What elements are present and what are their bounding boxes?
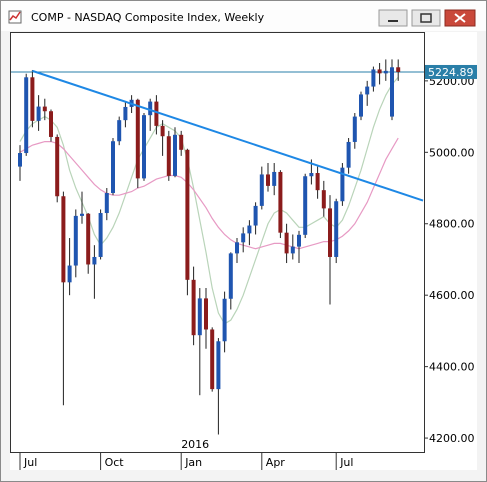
- candle-body: [191, 279, 196, 336]
- x-tick-label: Oct: [105, 456, 125, 469]
- candle-body: [117, 120, 122, 142]
- candle-body: [204, 298, 208, 330]
- year-label: 2016: [181, 438, 209, 451]
- candle-body: [73, 215, 78, 266]
- candle-body: [346, 141, 351, 168]
- candle-body: [135, 99, 140, 179]
- y-tick-label: 4200.00: [429, 432, 475, 445]
- candle-body: [383, 70, 388, 74]
- close-button[interactable]: [444, 9, 476, 27]
- candle-body: [396, 67, 401, 72]
- candle-body: [185, 149, 190, 280]
- candle-body: [309, 173, 314, 177]
- candle-body: [55, 136, 60, 197]
- candle-body: [365, 86, 370, 95]
- candle-body: [111, 141, 115, 194]
- candle-body: [390, 67, 394, 117]
- candle-body: [86, 213, 91, 265]
- maximize-button[interactable]: [411, 9, 441, 27]
- candle-body: [98, 213, 103, 257]
- candle-body: [197, 298, 202, 336]
- candle-body: [24, 77, 29, 154]
- candle-body: [210, 329, 215, 390]
- trendline: [32, 69, 424, 202]
- window-title: COMP - NASDAQ Composite Index, Weekly: [31, 11, 265, 24]
- candle-body: [228, 253, 233, 299]
- candle-body: [340, 167, 345, 202]
- candle-body: [297, 234, 301, 247]
- x-tick-label: Jul: [23, 456, 37, 469]
- y-tick-label: 4800.00: [429, 218, 475, 231]
- y-tick-label: 4400.00: [429, 361, 475, 374]
- candle-body: [154, 101, 159, 126]
- candle-body: [259, 174, 264, 206]
- candle-body: [241, 233, 246, 243]
- candle-body: [284, 232, 289, 254]
- minimize-button[interactable]: [378, 9, 408, 27]
- candle-body: [328, 208, 332, 257]
- candle-body: [290, 246, 295, 254]
- candle-body: [173, 134, 177, 176]
- last-price-box: [425, 64, 477, 79]
- candle-body: [92, 256, 97, 265]
- app-icon: [8, 10, 22, 24]
- last-price-label: 5224.89: [428, 66, 474, 79]
- candle-body: [67, 265, 72, 283]
- candle-body: [49, 111, 53, 137]
- candle-body: [303, 176, 308, 235]
- candle-body: [315, 173, 320, 191]
- candle-body: [104, 193, 109, 214]
- candle-body: [42, 106, 47, 112]
- x-tick-label: Apr: [266, 456, 286, 469]
- candle-body: [253, 205, 258, 226]
- candle-body: [142, 115, 146, 179]
- candle-body: [278, 171, 283, 233]
- y-tick-label: 4600.00: [429, 289, 475, 302]
- candle-body: [148, 101, 153, 116]
- candle-body: [371, 69, 376, 87]
- candle-body: [235, 242, 239, 254]
- candle-body: [359, 94, 363, 117]
- candle-body: [266, 174, 270, 186]
- candle-body: [377, 69, 382, 74]
- candle-body: [321, 190, 326, 209]
- candle-body: [272, 171, 277, 186]
- candle-body: [179, 134, 184, 150]
- candle-body: [216, 341, 221, 390]
- candle-body: [36, 106, 41, 121]
- candle-body: [18, 153, 22, 167]
- candle-body: [247, 225, 252, 234]
- x-tick-label: Jan: [184, 456, 202, 469]
- candle-body: [334, 201, 339, 257]
- candle-body: [352, 116, 357, 142]
- candle-body: [80, 213, 84, 216]
- y-tick-label: 5000.00: [429, 146, 475, 159]
- candle-body: [61, 196, 66, 283]
- x-tick-label: Jul: [339, 456, 353, 469]
- candle-body: [166, 136, 171, 176]
- candle-body: [160, 125, 165, 137]
- candle-body: [30, 77, 35, 121]
- candle-body: [123, 106, 128, 121]
- candle-body: [222, 298, 227, 342]
